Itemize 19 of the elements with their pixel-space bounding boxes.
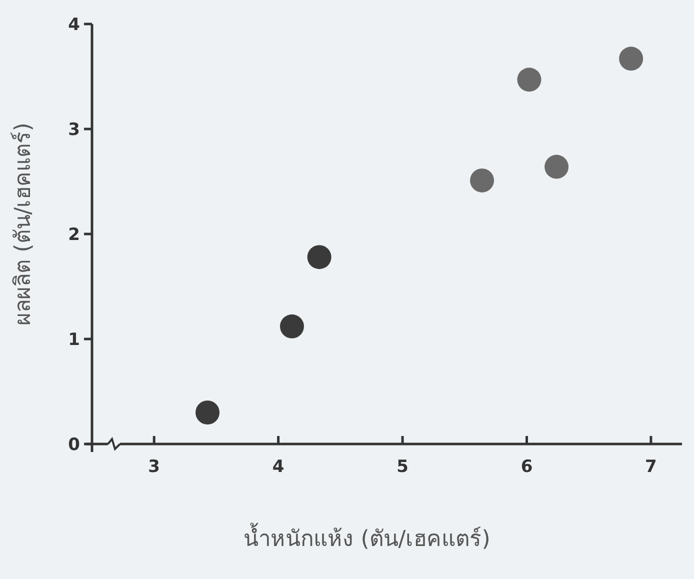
point: [517, 68, 542, 92]
point: [544, 154, 569, 179]
point: [307, 245, 332, 270]
x-tick-label: 4: [272, 457, 284, 477]
point: [470, 168, 494, 192]
y-tick-label: 3: [68, 120, 80, 140]
y-axis-title: ผลผลิต (ตัน/เฮคแตร์): [11, 122, 36, 326]
y-tick-label: 4: [68, 14, 80, 35]
x-tick-label: 6: [520, 457, 533, 477]
point: [280, 314, 304, 338]
x-tick-label: 5: [396, 457, 408, 477]
y-tick-label: 1: [68, 330, 80, 350]
x-tick-label: 3: [148, 457, 160, 477]
point: [619, 46, 644, 71]
y-tick-label: 0: [68, 434, 80, 455]
y-tick-label: 2: [68, 224, 80, 245]
x-tick-label: 7: [645, 457, 657, 477]
point: [196, 400, 220, 424]
x-axis-title: น้ำหนักแห้ง (ตัน/เฮคแตร์): [244, 523, 490, 552]
